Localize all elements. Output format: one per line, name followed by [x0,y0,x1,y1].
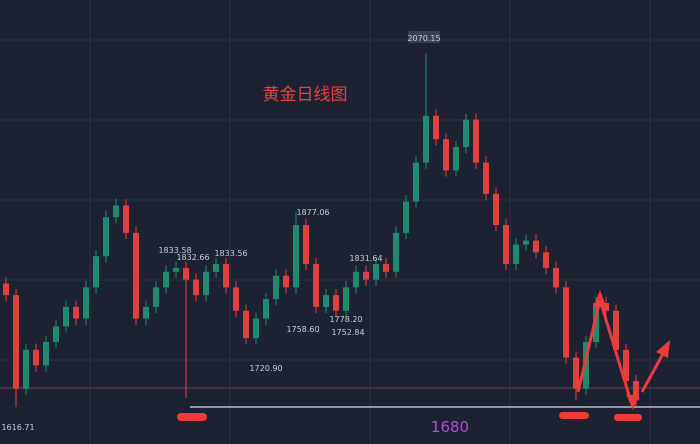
candle-body [3,283,9,296]
candle-body [403,201,409,233]
annotation: 1831.64 [349,254,382,263]
candle-body [503,225,509,264]
annotation: 1720.90 [249,364,282,373]
candle-body [213,264,219,272]
candle-body [263,299,269,319]
candle-body [133,232,139,319]
candle-body [113,205,119,218]
annotation: 1758.60 [286,325,319,334]
candle-body [483,162,489,194]
candle-body [83,287,89,319]
annotation: 1616.71 [1,423,34,432]
candle-body [463,119,469,147]
candle-body [393,232,399,272]
candles [3,53,639,407]
candle-body [33,349,39,366]
candle-body [283,275,289,288]
candle-body [373,264,379,280]
candle-body [523,240,529,245]
candle-body [193,279,199,296]
candle-body [413,162,419,202]
candle-body [573,357,579,389]
candle-body [343,287,349,311]
candle-body [333,295,339,311]
annotation: 1778.20 [329,315,362,324]
annotation: 1833.56 [214,249,247,258]
candle-body [543,252,549,268]
candle-body [563,287,569,358]
annotation: 1877.06 [296,208,329,217]
candle-body [233,287,239,311]
candle-body [253,318,259,339]
chart-title: 黄金日线图 [263,85,348,105]
candle-body [143,306,149,319]
candle-body [633,381,639,401]
candle-body [423,115,429,163]
candle-body [243,310,249,339]
candle-body [223,264,229,288]
candle-body [513,244,519,264]
candle-body [153,287,159,307]
candle-body [203,271,209,296]
candle-body [73,306,79,319]
candle-body [583,342,589,389]
candle-body [43,342,49,366]
candle-body [173,267,179,272]
candle-body [103,217,109,257]
candle-body [313,264,319,307]
candle-body [433,115,439,140]
candle-body [323,295,329,307]
candle-body [603,303,609,311]
annotation: 1832.66 [176,253,209,262]
annotation: 1752.84 [331,328,364,337]
candle-body [183,267,189,280]
annotation-box [408,31,440,43]
candle-body [63,306,69,327]
candle-body [383,264,389,272]
candle-body [53,326,59,342]
candle-body [293,225,299,288]
candle-body [493,193,499,225]
candle-body [163,271,169,288]
candle-body [13,295,19,389]
candle-body [353,271,359,288]
candle-body [553,267,559,288]
drawings [177,290,670,421]
candle-body [613,310,619,350]
candle-body [303,225,309,264]
candle-body [93,256,99,288]
annotation: 1833.58 [158,246,191,255]
candle-body [123,205,129,233]
candle-body [23,349,29,389]
candle-body [443,139,449,171]
candle-body [533,240,539,253]
candle-body [473,119,479,163]
candle-body [273,275,279,300]
candle-body [623,349,629,381]
candle-body [453,147,459,171]
annotation: 2070.15 [407,34,440,43]
candle-body [363,271,369,280]
support-label: 1680 [431,418,469,436]
